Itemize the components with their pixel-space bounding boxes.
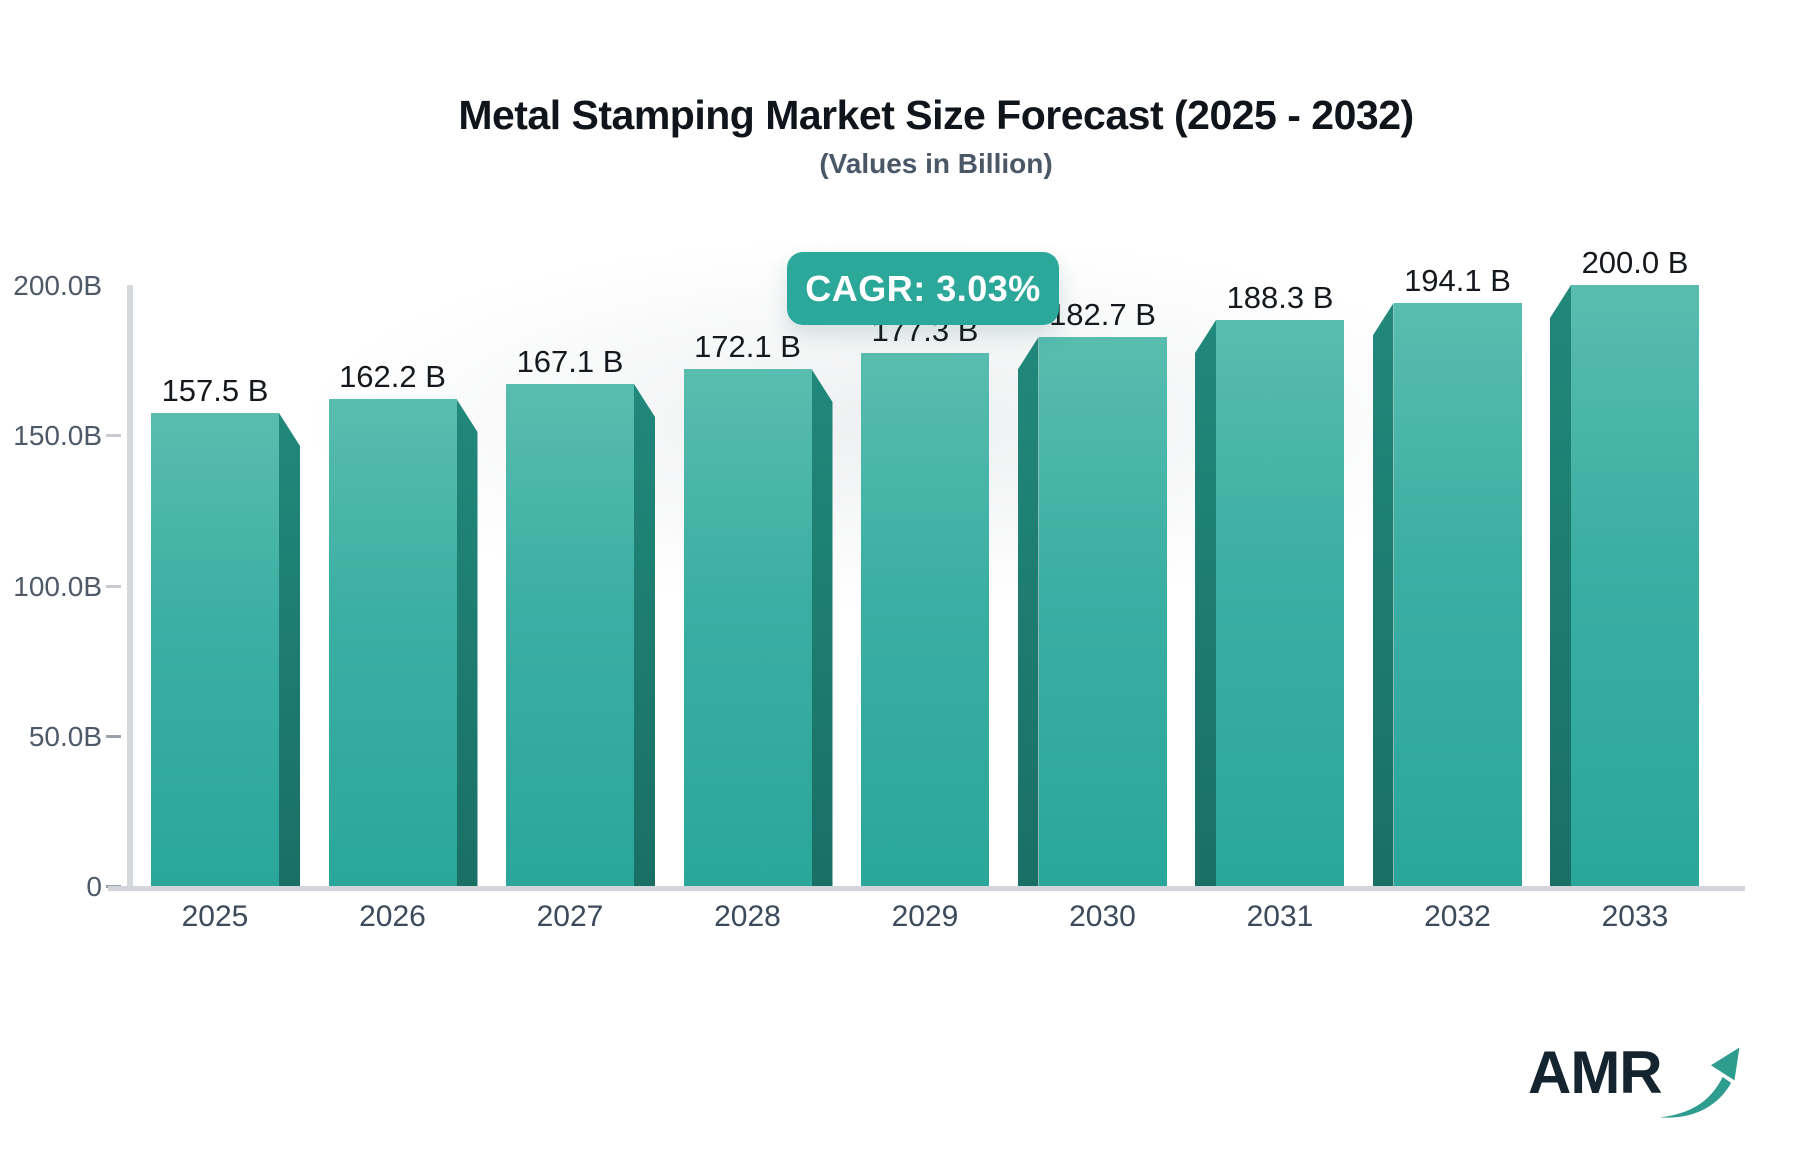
bar-side-face [279,413,300,886]
y-tick-label: 200.0B [13,270,102,301]
y-tick-mark [106,434,121,438]
bar-value-label: 162.2 B [339,359,446,394]
x-axis-line [108,886,1745,891]
y-axis-line [127,285,133,888]
brand-logo: AMR [1528,1038,1746,1124]
bar-2025 [151,413,279,886]
bar-value-label: 188.3 B [1226,280,1334,315]
x-axis-label-2028: 2028 [714,900,781,933]
y-tick-mark [106,584,121,588]
bar-2029 [861,353,989,886]
bar-side-face [1550,285,1571,886]
bar-2026 [328,399,457,886]
bar-side-face [456,399,478,886]
bar-side-face [634,384,655,886]
bar-2030 [1038,337,1167,886]
bar-side-face [1372,303,1394,886]
bar-2031 [1216,320,1344,886]
y-tick-label: 150.0B [13,420,102,452]
x-axis-label-2032: 2032 [1424,900,1491,933]
bar-2028 [683,369,812,886]
x-axis-label-2029: 2029 [891,900,959,933]
bar-value-label: 194.1 B [1404,263,1511,298]
cagr-badge-label: CAGR: 3.03% [805,267,1041,309]
y-tick-label: 0 [86,871,102,902]
growth-arrow-icon [1659,1047,1740,1118]
bar-2033 [1571,285,1699,886]
x-axis-label-2033: 2033 [1601,900,1669,933]
x-axis-label-2030: 2030 [1069,900,1136,933]
x-axis-label-2027: 2027 [536,900,604,933]
chart-title: Metal Stamping Market Size Forecast (202… [458,92,1414,138]
bar-value-label: 182.7 B [1049,297,1156,332]
cagr-badge: CAGR: 3.03% [787,252,1059,325]
y-tick-label: 100.0B [13,570,102,602]
bar-value-label: 157.5 B [161,373,269,408]
bar-value-label: 167.1 B [516,344,624,379]
chart-subtitle: (Values in Billion) [819,148,1053,179]
x-axis-label-2031: 2031 [1246,900,1314,933]
bar-2027 [506,384,634,886]
bar-value-label: 200.0 B [1581,245,1689,280]
bar-side-face [1017,337,1039,886]
bar-side-face [811,369,833,886]
x-axis-label-2025: 2025 [181,900,249,933]
x-axis-label-2026: 2026 [359,900,426,933]
y-tick-label: 50.0B [28,720,102,752]
bar-value-label: 172.1 B [694,329,801,364]
bar-side-face [1195,320,1216,886]
bar-2032 [1393,303,1522,886]
brand-logo-text: AMR [1528,1039,1663,1106]
y-tick-mark [106,734,121,738]
